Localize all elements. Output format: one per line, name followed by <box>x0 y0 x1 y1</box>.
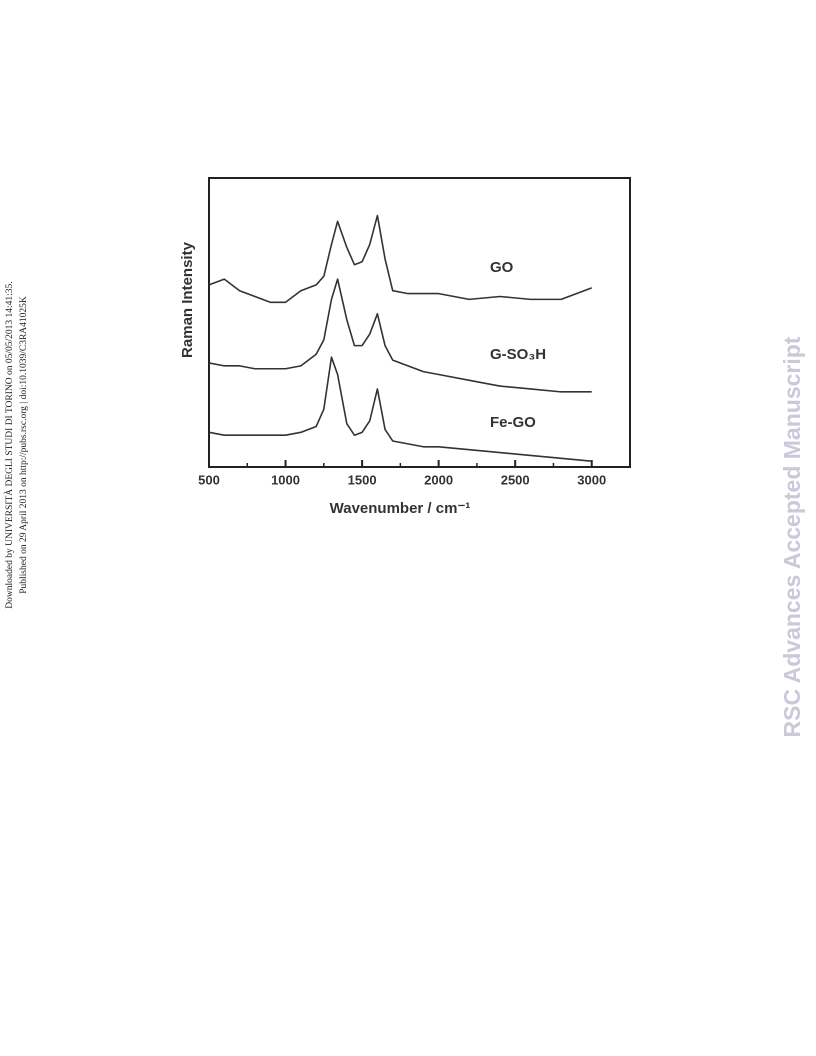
x-tick-label: 1000 <box>271 472 300 487</box>
x-tick-label: 3000 <box>577 472 606 487</box>
spectrum-line <box>208 356 592 463</box>
spectrum-line <box>208 278 592 393</box>
series-label: G-SO₃H <box>490 346 546 363</box>
x-axis-title: Wavenumber / cm⁻¹ <box>330 500 471 517</box>
series-label: GO <box>490 259 514 276</box>
spectrum-line <box>208 214 593 304</box>
x-tick-label: 2500 <box>501 472 530 487</box>
watermark: RSC Advances Accepted Manuscript <box>779 336 805 737</box>
sidebar-line: Published on 29 April 2013 on http://pub… <box>19 296 29 594</box>
x-tick-label: 2000 <box>424 472 453 487</box>
x-tick-label: 500 <box>198 472 220 487</box>
sidebar-line: Downloaded by UNIVERSITÀ DEGLI STUDI DI … <box>3 281 15 608</box>
x-tick-label: 1500 <box>348 472 377 487</box>
y-axis-title: Raman Intensity <box>179 241 196 358</box>
series-label: Fe-GO <box>490 414 536 431</box>
plot-frame <box>208 177 631 468</box>
